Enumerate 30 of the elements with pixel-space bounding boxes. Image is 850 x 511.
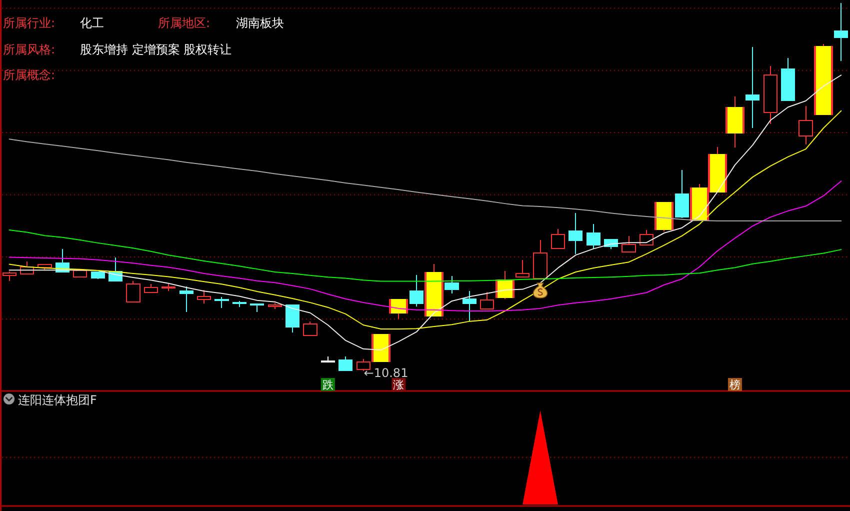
candlestick: [338, 356, 353, 372]
annotation: 所属行业:: [3, 16, 56, 30]
annotation: ←10.81: [364, 366, 408, 380]
candlestick: [480, 291, 494, 310]
candlestick: [214, 296, 229, 309]
annotation: 所属概念:: [3, 68, 56, 82]
candlestick: [462, 290, 477, 322]
annotation: 股东增持 定增预案 股权转让: [80, 42, 232, 56]
candlestick: [798, 106, 813, 145]
candlestick: [126, 280, 140, 303]
candlestick: [409, 274, 424, 308]
candlestick: [586, 224, 600, 250]
annotation: 所属风格:: [3, 42, 56, 56]
candlestick: [285, 304, 300, 334]
candlestick: [516, 259, 530, 278]
candlestick: [2, 271, 16, 282]
annotation: 湖南板块: [236, 16, 284, 30]
candlestick: [834, 2, 848, 62]
candlestick: [196, 290, 212, 304]
candlestick: [674, 170, 689, 218]
chart-title: 连阳连体抱团F: [18, 393, 97, 407]
candlestick: [550, 228, 566, 249]
candlestick: [568, 212, 583, 254]
annotation: 所属地区:: [158, 16, 210, 30]
candlestick: [444, 276, 459, 294]
candlestick: [303, 321, 318, 336]
candlestick: [746, 46, 760, 128]
annotation: 化工: [80, 16, 104, 30]
candlestick: [622, 235, 636, 252]
candlestick: [179, 286, 194, 312]
